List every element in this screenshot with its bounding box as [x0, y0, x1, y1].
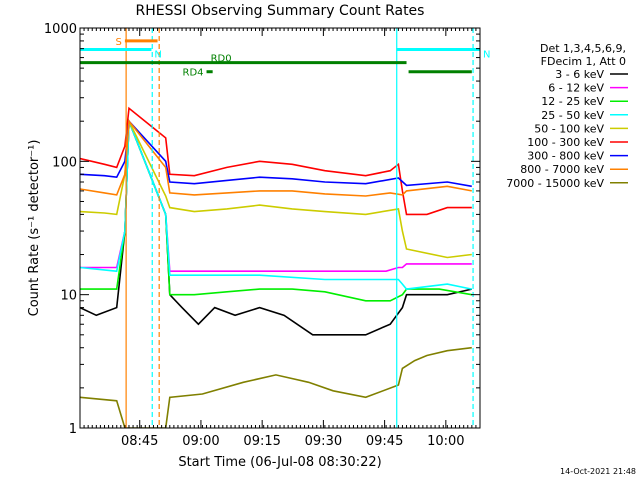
legend-entry-label-6: 100 - 300 keV — [527, 136, 604, 149]
legend-entry-label-9: 7000 - 15000 keV — [506, 177, 604, 190]
y-axis-label: Count Rate (s⁻¹ detector⁻¹) — [27, 140, 42, 317]
x-tick-label: 08:45 — [121, 434, 158, 449]
chart-title: RHESSI Observing Summary Count Rates — [136, 3, 425, 19]
series-line-5 — [80, 118, 472, 259]
x-tick-label: 09:30 — [305, 434, 342, 449]
flag-label-2: N — [154, 49, 161, 60]
legend-entry-label-8: 800 - 7000 keV — [520, 163, 604, 176]
y-tick-label: 1 — [69, 422, 77, 437]
legend-entry-label-5: 50 - 100 keV — [534, 122, 604, 135]
y-tick-label: 10 — [60, 289, 77, 304]
legend-entry-label-2: 6 - 12 keV — [548, 82, 604, 95]
y-tick-label: 1000 — [44, 22, 77, 37]
series-line-9 — [80, 346, 472, 428]
vertical-markers — [125, 28, 474, 428]
x-tick-label: 09:15 — [243, 434, 280, 449]
legend: Det 1,3,4,5,6,9,FDecim 1, Att 03 - 6 keV… — [506, 42, 628, 190]
footer-timestamp: 14-Oct-2021 21:48 — [560, 467, 636, 476]
flag-label-6: RD4 — [183, 68, 204, 79]
legend-header-line: FDecim 1, Att 0 — [541, 55, 626, 68]
flag-label-1: S — [116, 37, 122, 48]
flag-label-4: RD0 — [211, 54, 232, 65]
x-tick-label: 09:45 — [366, 434, 403, 449]
y-tick-label: 100 — [52, 155, 77, 170]
legend-entry-label-7: 300 - 800 keV — [527, 150, 604, 163]
legend-entry-label-1: 3 - 6 keV — [555, 68, 604, 81]
series-line-8 — [80, 119, 472, 197]
flag-label-3: N — [483, 49, 490, 60]
legend-entry-label-4: 25 - 50 keV — [541, 109, 604, 122]
x-axis-label: Start Time (06-Jul-08 08:30:22) — [178, 455, 381, 470]
axes: 1 10 100 1000 08:45 09:00 09:15 09:30 09:45 10:00 — [44, 22, 481, 449]
series-line-7 — [80, 119, 472, 188]
x-tick-label: 10:00 — [427, 434, 464, 449]
x-tick-label: 09:00 — [182, 434, 219, 449]
legend-header-line: Det 1,3,4,5,6,9, — [540, 42, 626, 55]
legend-entry-label-3: 12 - 25 keV — [541, 95, 604, 108]
flag-bars: S N N RD0 RD4 — [80, 37, 490, 79]
